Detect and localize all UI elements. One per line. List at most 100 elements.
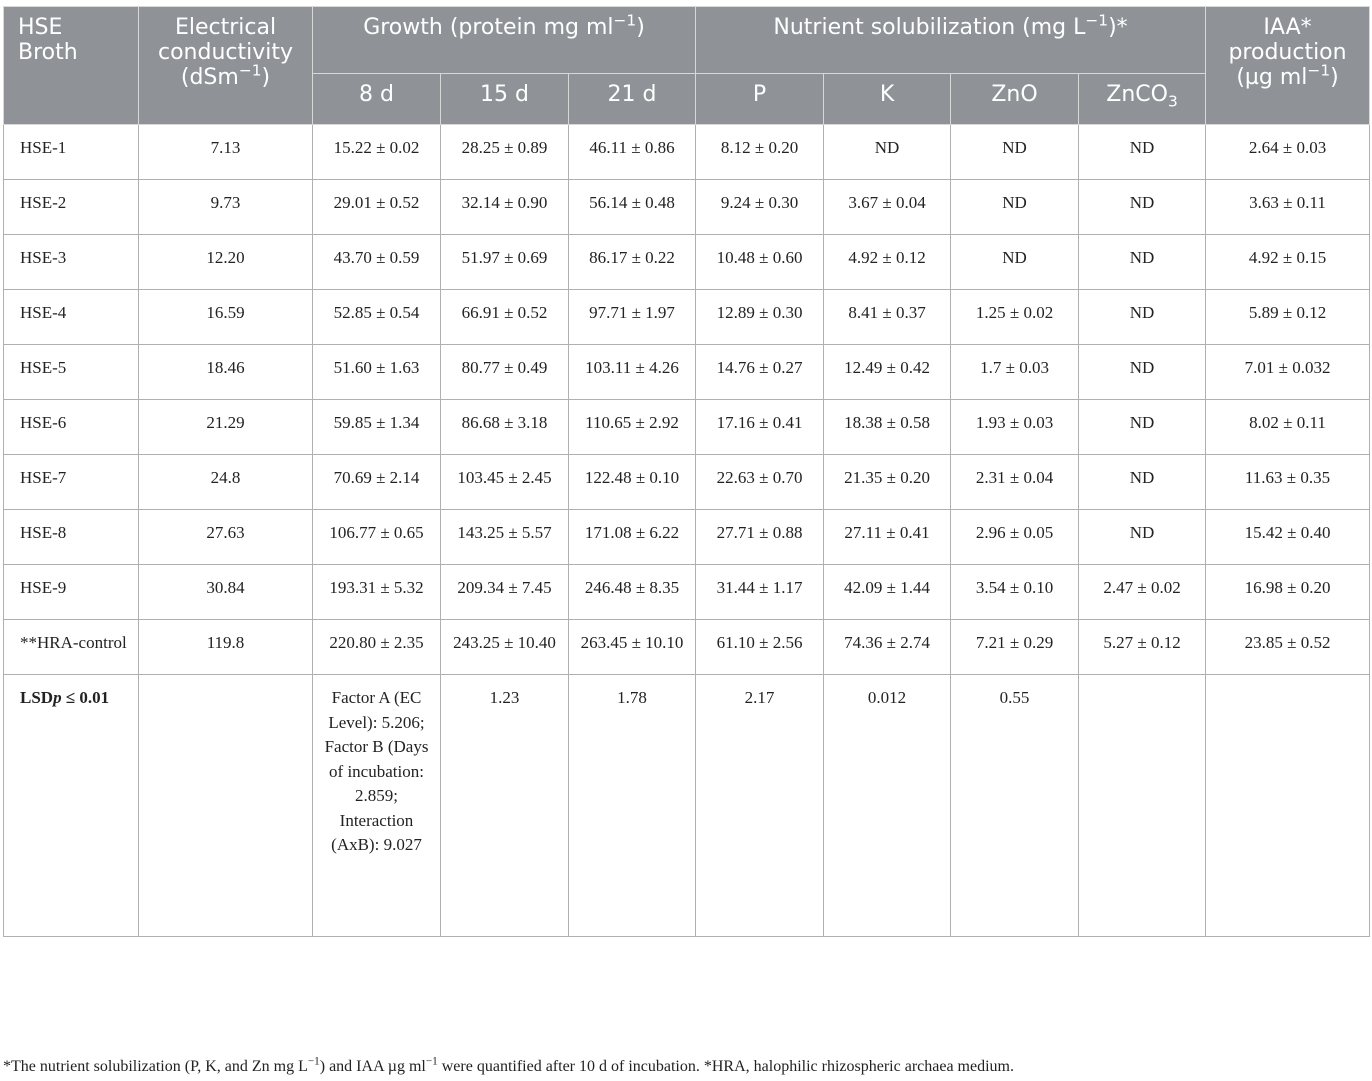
cell-name: **HRA-control xyxy=(3,619,139,675)
cell-15d: 51.97 ± 0.69 xyxy=(440,234,569,290)
table-row: **HRA-control 119.8 220.80 ± 2.35 243.25… xyxy=(3,619,1371,675)
lsd-p: 2.17 xyxy=(695,674,825,937)
header-znco3: ZnCO3 xyxy=(1078,73,1207,125)
table-row: HSE-7 24.8 70.69 ± 2.14 103.45 ± 2.45 12… xyxy=(3,454,1371,510)
cell-15d: 103.45 ± 2.45 xyxy=(440,454,569,510)
cell-21d: 46.11 ± 0.86 xyxy=(567,124,697,180)
cell-ec: 30.84 xyxy=(138,564,313,620)
cell-p: 12.89 ± 0.30 xyxy=(695,289,825,345)
cell-k: ND xyxy=(823,124,952,180)
cell-p: 8.12 ± 0.20 xyxy=(695,124,825,180)
cell-15d: 80.77 ± 0.49 xyxy=(440,344,569,400)
cell-21d: 171.08 ± 6.22 xyxy=(567,509,697,565)
cell-k: 21.35 ± 0.20 xyxy=(823,454,952,510)
cell-zno: ND xyxy=(950,179,1080,235)
cell-ec: 9.73 xyxy=(138,179,313,235)
cell-iaa: 5.89 ± 0.12 xyxy=(1205,289,1371,345)
cell-znco3: ND xyxy=(1078,179,1207,235)
cell-k: 8.41 ± 0.37 xyxy=(823,289,952,345)
header-21d: 21 d xyxy=(567,73,697,125)
cell-ec: 18.46 xyxy=(138,344,313,400)
cell-zno: 3.54 ± 0.10 xyxy=(950,564,1080,620)
cell-name: HSE-2 xyxy=(3,179,139,235)
table-row: HSE-4 16.59 52.85 ± 0.54 66.91 ± 0.52 97… xyxy=(3,289,1371,345)
cell-21d: 56.14 ± 0.48 xyxy=(567,179,697,235)
cell-znco3: ND xyxy=(1078,234,1207,290)
cell-8d: 29.01 ± 0.52 xyxy=(312,179,441,235)
header-k: K xyxy=(823,73,952,125)
cell-zno: 1.93 ± 0.03 xyxy=(950,399,1080,455)
table-row: HSE-1 7.13 15.22 ± 0.02 28.25 ± 0.89 46.… xyxy=(3,124,1371,180)
lsd-zno: 0.55 xyxy=(950,674,1080,937)
header-iaa: IAA* production (µg ml−1) xyxy=(1205,6,1371,125)
lsd-8d: Factor A (EC Level): 5.206; Factor B (Da… xyxy=(312,674,441,937)
cell-zno: 1.7 ± 0.03 xyxy=(950,344,1080,400)
cell-zno: 1.25 ± 0.02 xyxy=(950,289,1080,345)
cell-k: 12.49 ± 0.42 xyxy=(823,344,952,400)
lsd-k: 0.012 xyxy=(823,674,952,937)
cell-k: 42.09 ± 1.44 xyxy=(823,564,952,620)
header-p: P xyxy=(695,73,825,125)
cell-name: HSE-3 xyxy=(3,234,139,290)
cell-iaa: 8.02 ± 0.11 xyxy=(1205,399,1371,455)
cell-name: HSE-6 xyxy=(3,399,139,455)
cell-name: HSE-7 xyxy=(3,454,139,510)
cell-iaa: 16.98 ± 0.20 xyxy=(1205,564,1371,620)
cell-p: 9.24 ± 0.30 xyxy=(695,179,825,235)
cell-name: HSE-5 xyxy=(3,344,139,400)
cell-ec: 16.59 xyxy=(138,289,313,345)
cell-ec: 119.8 xyxy=(138,619,313,675)
cell-8d: 220.80 ± 2.35 xyxy=(312,619,441,675)
cell-8d: 51.60 ± 1.63 xyxy=(312,344,441,400)
cell-zno: ND xyxy=(950,234,1080,290)
cell-znco3: ND xyxy=(1078,509,1207,565)
cell-iaa: 2.64 ± 0.03 xyxy=(1205,124,1371,180)
header-zno: ZnO xyxy=(950,73,1080,125)
table-row: HSE-9 30.84 193.31 ± 5.32 209.34 ± 7.45 … xyxy=(3,564,1371,620)
cell-k: 4.92 ± 0.12 xyxy=(823,234,952,290)
cell-name: HSE-8 xyxy=(3,509,139,565)
cell-znco3: 2.47 ± 0.02 xyxy=(1078,564,1207,620)
lsd-row: LSDp ≤ 0.01 Factor A (EC Level): 5.206; … xyxy=(3,674,1371,937)
cell-p: 22.63 ± 0.70 xyxy=(695,454,825,510)
table-row: HSE-5 18.46 51.60 ± 1.63 80.77 ± 0.49 10… xyxy=(3,344,1371,400)
table-row: HSE-8 27.63 106.77 ± 0.65 143.25 ± 5.57 … xyxy=(3,509,1371,565)
cell-zno: 2.31 ± 0.04 xyxy=(950,454,1080,510)
cell-znco3: ND xyxy=(1078,399,1207,455)
header-15d: 15 d xyxy=(440,73,569,125)
lsd-znco3 xyxy=(1078,674,1207,937)
cell-15d: 66.91 ± 0.52 xyxy=(440,289,569,345)
header-growth: Growth (protein mg ml−1) xyxy=(311,6,697,74)
table-row: HSE-2 9.73 29.01 ± 0.52 32.14 ± 0.90 56.… xyxy=(3,179,1371,235)
cell-8d: 43.70 ± 0.59 xyxy=(312,234,441,290)
table-footnote: *The nutrient solubilization (P, K, and … xyxy=(3,1055,1014,1075)
cell-8d: 106.77 ± 0.65 xyxy=(312,509,441,565)
data-table: HSE Broth Electrical conductivity (dSm−1)… xyxy=(3,6,1371,937)
cell-ec: 7.13 xyxy=(138,124,313,180)
cell-name: HSE-4 xyxy=(3,289,139,345)
header-nutrient: Nutrient solubilization (mg L−1)* xyxy=(695,6,1207,74)
cell-zno: ND xyxy=(950,124,1080,180)
cell-znco3: ND xyxy=(1078,289,1207,345)
cell-k: 27.11 ± 0.41 xyxy=(823,509,952,565)
lsd-15d: 1.23 xyxy=(440,674,569,937)
cell-iaa: 11.63 ± 0.35 xyxy=(1205,454,1371,510)
cell-15d: 243.25 ± 10.40 xyxy=(440,619,569,675)
cell-znco3: ND xyxy=(1078,124,1207,180)
lsd-21d: 1.78 xyxy=(567,674,697,937)
header-ec: Electrical conductivity (dSm−1) xyxy=(138,6,313,125)
cell-21d: 122.48 ± 0.10 xyxy=(567,454,697,510)
cell-iaa: 3.63 ± 0.11 xyxy=(1205,179,1371,235)
cell-k: 3.67 ± 0.04 xyxy=(823,179,952,235)
cell-ec: 24.8 xyxy=(138,454,313,510)
cell-iaa: 4.92 ± 0.15 xyxy=(1205,234,1371,290)
cell-k: 74.36 ± 2.74 xyxy=(823,619,952,675)
cell-15d: 143.25 ± 5.57 xyxy=(440,509,569,565)
cell-8d: 193.31 ± 5.32 xyxy=(312,564,441,620)
cell-8d: 52.85 ± 0.54 xyxy=(312,289,441,345)
header-8d: 8 d xyxy=(312,73,441,125)
cell-znco3: 5.27 ± 0.12 xyxy=(1078,619,1207,675)
lsd-label: LSDp ≤ 0.01 xyxy=(3,674,139,937)
cell-p: 27.71 ± 0.88 xyxy=(695,509,825,565)
cell-ec: 27.63 xyxy=(138,509,313,565)
